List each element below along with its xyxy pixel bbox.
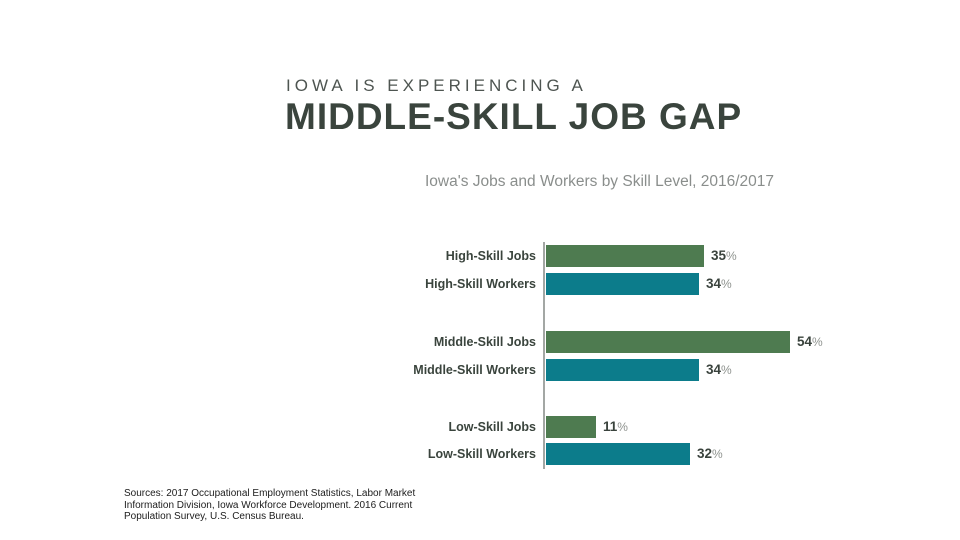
bar-value-label: 35% xyxy=(711,248,737,263)
bar-value-number: 35 xyxy=(711,248,727,263)
bar-label: High-Skill Jobs xyxy=(445,249,536,263)
bar-value-label: 34% xyxy=(706,276,732,291)
bar-value-number: 34 xyxy=(706,276,722,291)
jobs-bar xyxy=(546,416,596,438)
percent-sign: % xyxy=(812,335,823,349)
bar-label: High-Skill Workers xyxy=(425,277,536,291)
jobs-bar xyxy=(546,331,790,353)
percent-sign: % xyxy=(721,363,732,377)
bar-value-number: 34 xyxy=(706,362,722,377)
percent-sign: % xyxy=(617,420,628,434)
percent-sign: % xyxy=(712,447,723,461)
axis-line xyxy=(543,242,545,469)
bar-value-number: 32 xyxy=(697,446,713,461)
percent-sign: % xyxy=(726,249,737,263)
bar-value-number: 54 xyxy=(797,334,813,349)
workers-bar xyxy=(546,359,699,381)
workers-bar xyxy=(546,273,699,295)
bar-label: Middle-Skill Jobs xyxy=(433,335,536,349)
jobs-bar xyxy=(546,245,704,267)
bar-value-number: 11 xyxy=(603,419,618,434)
workers-bar xyxy=(546,443,690,465)
bar-label: Low-Skill Workers xyxy=(427,447,536,461)
bar-value-label: 54% xyxy=(797,334,823,349)
bar-label: Middle-Skill Workers xyxy=(413,363,536,377)
percent-sign: % xyxy=(721,277,732,291)
sources-note: Sources: 2017 Occupational Employment St… xyxy=(124,488,416,522)
bar-value-label: 11% xyxy=(603,419,628,434)
bar-label: Low-Skill Jobs xyxy=(448,420,536,434)
page-title: MIDDLE-SKILL JOB GAP xyxy=(285,96,743,137)
chart-title: Iowa's Jobs and Workers by Skill Level, … xyxy=(425,173,775,190)
title-eyebrow: IOWA IS EXPERIENCING A xyxy=(286,76,587,95)
bar-value-label: 34% xyxy=(706,362,732,377)
bar-value-label: 32% xyxy=(697,446,723,461)
